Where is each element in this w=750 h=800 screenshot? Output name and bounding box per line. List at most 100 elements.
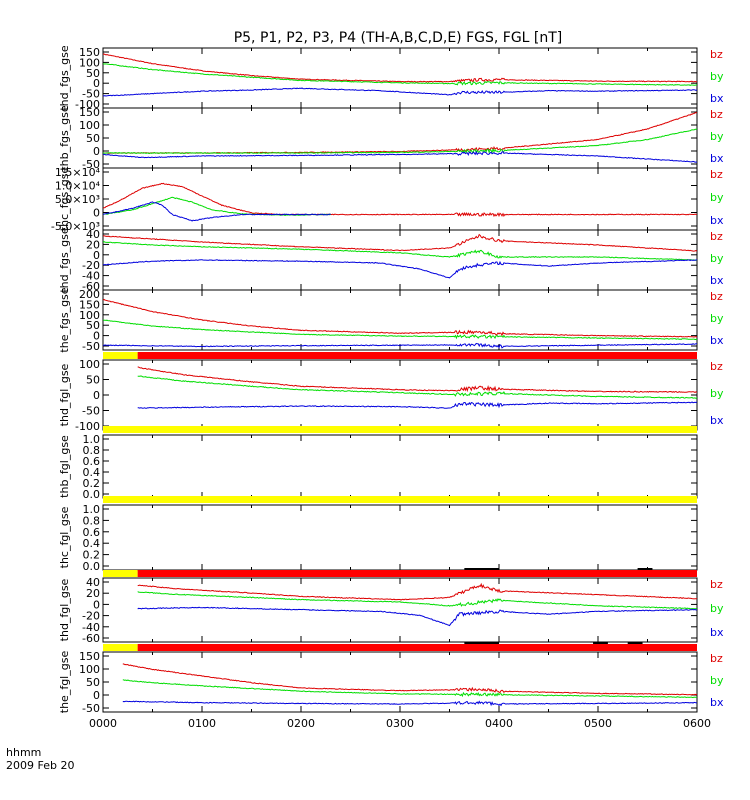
legend-by: by bbox=[710, 252, 724, 265]
y-tick-label: 0 bbox=[93, 145, 100, 158]
y-tick-label: 5.0×10³ bbox=[55, 193, 100, 206]
y-axis-label: thb_fgs_gse bbox=[58, 105, 71, 171]
y-axis-label: thd_fgl_gse bbox=[58, 363, 71, 426]
y-tick-label: 0 bbox=[93, 389, 100, 402]
status-segment-bar_red bbox=[137, 352, 697, 359]
series-bz-line bbox=[103, 182, 697, 218]
legend-bz: bz bbox=[710, 360, 723, 373]
y-axis-label: the_fgl_gse bbox=[58, 651, 71, 714]
y-axis-label: thc_fgs_gse bbox=[58, 167, 71, 232]
status-mark bbox=[464, 568, 499, 570]
x-tick-label: 0300 bbox=[386, 717, 414, 730]
y-tick-label: 50 bbox=[86, 132, 100, 145]
status-segment-bar_yellow bbox=[103, 570, 138, 577]
legend-bx: bx bbox=[710, 92, 724, 105]
x-tick-label: 0400 bbox=[485, 717, 513, 730]
legend-bx: bx bbox=[710, 214, 724, 227]
y-tick-label: -50 bbox=[82, 88, 100, 101]
y-tick-label: -50 bbox=[82, 158, 100, 171]
y-tick-label: 50 bbox=[86, 374, 100, 387]
y-tick-label: 50 bbox=[86, 67, 100, 80]
legend-bx: bx bbox=[710, 626, 724, 639]
y-tick-label: 100 bbox=[79, 358, 100, 371]
series-by-line bbox=[122, 679, 697, 699]
series-bx-line bbox=[103, 259, 697, 279]
x-tick-label: 0600 bbox=[683, 717, 711, 730]
series-bz-line bbox=[103, 298, 697, 338]
y-tick-label: 0.2 bbox=[83, 549, 101, 562]
y-tick-label: -100 bbox=[75, 98, 100, 111]
legend-by: by bbox=[710, 387, 724, 400]
legend-bx: bx bbox=[710, 414, 724, 427]
series-bx-line bbox=[103, 87, 697, 97]
status-bar-2 bbox=[103, 496, 697, 503]
panel-5: 100 50 0 -50 -100 thd_fgl_gse bz by bx bbox=[58, 358, 724, 433]
panel-2: 1.5×10⁴1.0×10⁴5.0×10³0-5.0×10³thc_fgs_gs… bbox=[51, 166, 724, 233]
y-tick-label: -20 bbox=[82, 259, 100, 272]
status-mark bbox=[464, 642, 499, 644]
series-bx-line bbox=[103, 201, 331, 222]
series-bx-line bbox=[103, 342, 697, 349]
series-by-line bbox=[103, 319, 697, 341]
y-tick-label: 1.0 bbox=[83, 433, 101, 446]
y-axis-label: the_fgs_gse bbox=[58, 287, 71, 352]
status-bar-0 bbox=[103, 352, 697, 359]
y-tick-label: 0.6 bbox=[83, 526, 101, 539]
series-bz-line bbox=[103, 233, 697, 252]
y-tick-label: -20 bbox=[82, 610, 100, 623]
y-tick-label: -40 bbox=[82, 270, 100, 283]
y-tick-label: 0 bbox=[93, 689, 100, 702]
x-axis-label-hhmm: hhmm bbox=[6, 746, 41, 759]
y-tick-label: 0.6 bbox=[83, 455, 101, 468]
y-tick-label: 150 bbox=[79, 106, 100, 119]
panel-frame bbox=[102, 359, 698, 431]
legend-by: by bbox=[710, 602, 724, 615]
legend-by: by bbox=[710, 312, 724, 325]
legend-bz: bz bbox=[710, 652, 723, 665]
y-tick-label: 40 bbox=[86, 228, 100, 241]
y-axis-label: thc_fgl_gse bbox=[58, 506, 71, 568]
series-by-line bbox=[103, 128, 697, 154]
y-tick-label: 0.0 bbox=[83, 488, 101, 501]
y-tick-label: -40 bbox=[82, 621, 100, 634]
y-tick-label: -50 bbox=[82, 405, 100, 418]
y-tick-label: 20 bbox=[86, 238, 100, 251]
y-tick-label: 100 bbox=[79, 119, 100, 132]
chart-title: P5, P1, P2, P3, P4 (TH-A,B,C,D,E) FGS, F… bbox=[234, 30, 563, 46]
y-tick-label: 150 bbox=[79, 298, 100, 311]
status-bar-3 bbox=[103, 568, 697, 577]
panel-frame bbox=[102, 289, 698, 351]
legend-bz: bz bbox=[710, 290, 723, 303]
y-tick-label: 0.4 bbox=[83, 466, 101, 479]
status-segment-bar_yellow bbox=[103, 496, 697, 503]
legend-bz: bz bbox=[710, 48, 723, 61]
y-tick-label: 0 bbox=[93, 330, 100, 343]
panel-7: 1.00.80.60.40.20.0 thc_fgl_gse bbox=[58, 503, 698, 573]
series-by-line bbox=[103, 241, 697, 261]
y-tick-label: -60 bbox=[82, 632, 100, 645]
series-bz-line bbox=[137, 582, 697, 601]
x-tick-label: 0000 bbox=[89, 717, 117, 730]
legend-bx: bx bbox=[710, 334, 724, 347]
y-tick-label: -60 bbox=[82, 280, 100, 293]
legend-by: by bbox=[710, 130, 724, 143]
y-tick-label: 0 bbox=[93, 249, 100, 262]
legend-bx: bx bbox=[710, 152, 724, 165]
series-bx-line bbox=[137, 401, 697, 409]
panel-frame bbox=[102, 577, 698, 643]
y-tick-label: 50 bbox=[86, 319, 100, 332]
series-by-line bbox=[137, 591, 697, 610]
series-bx-line bbox=[137, 606, 697, 627]
x-tick-label: 0200 bbox=[287, 717, 315, 730]
y-tick-label: 1.5×10⁴ bbox=[55, 166, 101, 179]
y-tick-label: 1.0 bbox=[83, 503, 101, 516]
legend-bx: bx bbox=[710, 274, 724, 287]
y-tick-label: 100 bbox=[79, 309, 100, 322]
y-axis-label: thd_fgs_gse bbox=[58, 227, 71, 293]
status-segment-bar_yellow bbox=[103, 352, 138, 359]
y-tick-label: 0.0 bbox=[83, 560, 101, 573]
